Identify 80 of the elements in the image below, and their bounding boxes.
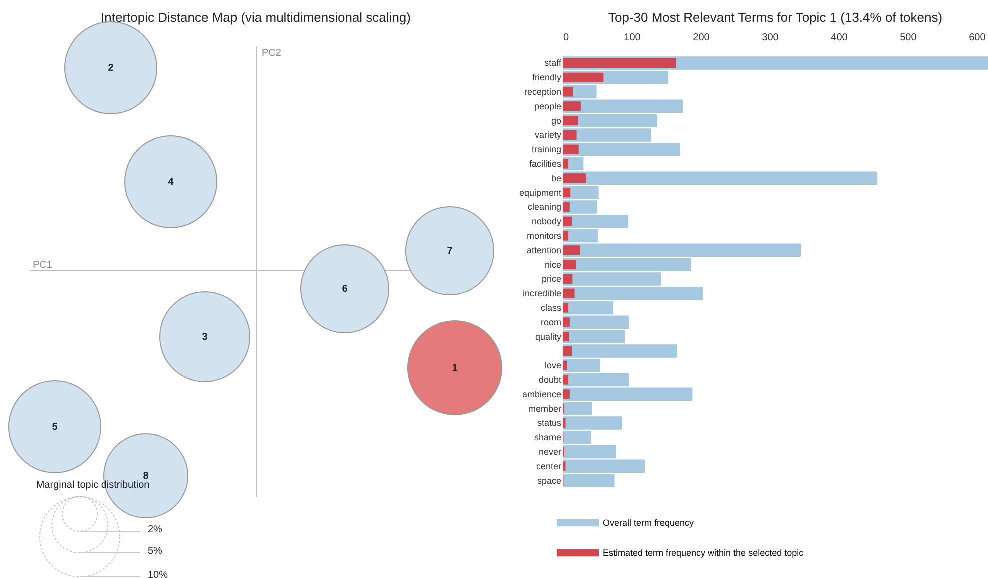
bar <box>563 202 570 212</box>
text: 6 <box>342 284 348 295</box>
bar <box>563 174 586 184</box>
text: 3 <box>202 332 208 343</box>
text: 7 <box>447 246 454 257</box>
y-tick-label: equipment <box>519 188 562 198</box>
text: 8 <box>143 471 150 482</box>
text: 2 <box>108 63 114 74</box>
bar <box>563 87 574 97</box>
text: 1 <box>452 363 458 374</box>
text: PC2 <box>262 48 282 59</box>
y-tick-label: facilities <box>529 159 562 169</box>
x-tick-label: 400 <box>831 32 848 44</box>
bar <box>563 418 566 428</box>
y-tick-label: price <box>542 274 562 284</box>
text: 2% <box>148 524 163 536</box>
y-tick-label: center <box>536 461 562 472</box>
x-tick-label: 200 <box>693 32 710 44</box>
bar <box>563 58 676 68</box>
bar <box>563 360 568 370</box>
text: PC1 <box>33 260 53 271</box>
text: 4 <box>168 177 174 188</box>
y-tick-label: monitors <box>526 231 562 241</box>
y-tick-label: cleaning <box>528 202 562 212</box>
y-tick-label: go <box>551 116 562 126</box>
y-tick-label: attention <box>526 245 562 256</box>
bar <box>563 332 570 342</box>
y-tick-label: room <box>540 317 562 328</box>
bar <box>563 288 575 298</box>
bar <box>563 375 569 385</box>
y-tick-label: reception <box>524 87 562 97</box>
y-tick-label: ambience <box>522 389 562 400</box>
x-tick-label: 600 <box>969 32 986 44</box>
bar <box>563 303 569 313</box>
x-tick-label: 500 <box>900 32 918 44</box>
bar <box>563 188 571 198</box>
text: Intertopic Distance Map (via multidimensional scaling) <box>101 10 411 25</box>
y-tick-label: training <box>532 144 562 155</box>
y-tick-label: class <box>540 303 562 313</box>
legend-label: Estimated term frequency within the selected topic <box>603 548 804 558</box>
bar <box>563 231 569 241</box>
bar <box>563 246 580 256</box>
bar <box>563 116 578 126</box>
bar <box>563 130 577 140</box>
y-tick-label: member <box>528 404 562 414</box>
y-tick-label: nice <box>544 260 562 270</box>
bar <box>563 318 570 328</box>
legend-label: Overall term frequency <box>603 518 695 528</box>
x-tick-label: 300 <box>762 32 780 44</box>
bar <box>563 159 569 169</box>
x-tick-label: 100 <box>624 32 642 44</box>
bar <box>563 390 570 400</box>
y-tick-label: friendly <box>532 72 562 83</box>
bar <box>563 274 573 284</box>
bar <box>563 260 576 270</box>
y-tick-label: doubt <box>538 375 562 385</box>
y-tick-label: variety <box>534 130 562 140</box>
bar <box>563 72 604 82</box>
text: 5% <box>148 546 163 557</box>
bar <box>563 216 572 226</box>
text: 5 <box>52 422 58 433</box>
y-tick-label: people <box>534 101 562 112</box>
y-tick-label: love <box>544 360 562 371</box>
y-tick-label: staff <box>544 58 562 68</box>
legend-title: Marginal topic distribution <box>36 480 150 491</box>
y-tick-label: quality <box>535 332 562 342</box>
bar <box>563 346 572 356</box>
y-tick-label: be <box>551 173 562 184</box>
bar <box>563 102 581 112</box>
bar <box>563 144 579 154</box>
y-tick-label: status <box>537 418 562 428</box>
y-tick-label: shame <box>534 432 562 443</box>
bar <box>563 462 566 472</box>
y-tick-label: never <box>538 447 562 457</box>
text: 10% <box>148 570 168 578</box>
y-tick-label: incredible <box>522 288 562 299</box>
y-tick-label: space <box>537 476 562 486</box>
y-tick-label: nobody <box>532 216 562 227</box>
chart-title: Top-30 Most Relevant Terms for Topic 1 (13.4% of tokens) <box>608 10 943 25</box>
x-tick-label: 0 <box>564 32 570 44</box>
